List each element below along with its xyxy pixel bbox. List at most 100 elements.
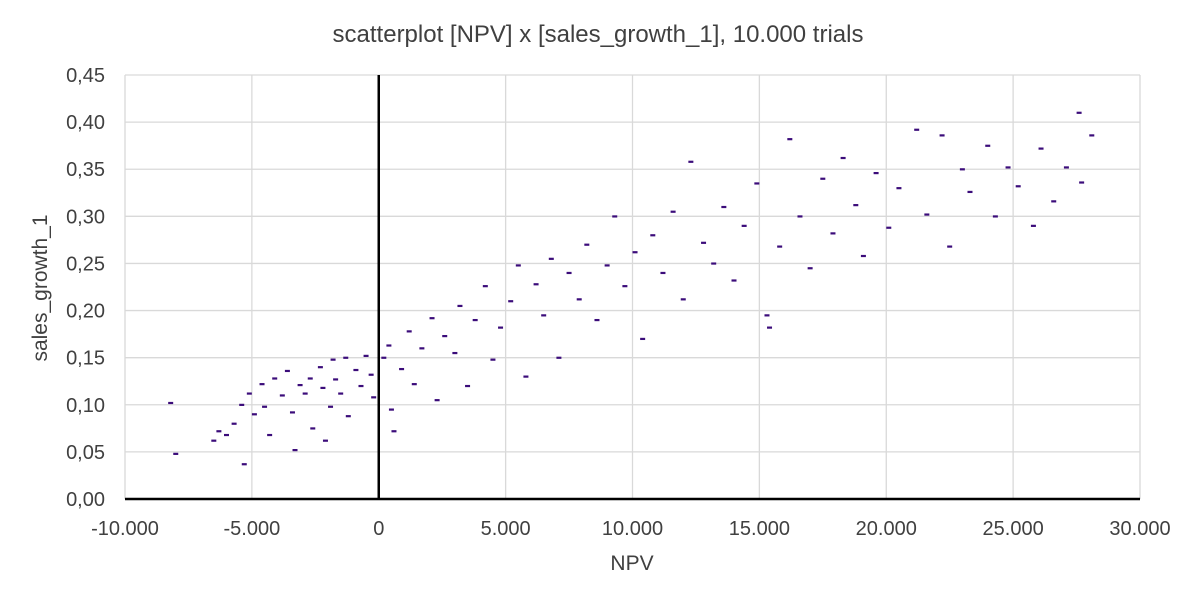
x-tick-label: -5.000 — [224, 518, 281, 540]
data-point — [224, 433, 229, 437]
x-tick-label: 15.000 — [729, 518, 790, 540]
data-point — [1089, 134, 1095, 137]
data-point — [284, 369, 290, 373]
data-point — [959, 168, 965, 171]
chart-title: scatterplot [NPV] x [sales_growth_1], 10… — [333, 21, 864, 48]
data-point — [330, 358, 336, 361]
data-point — [343, 356, 349, 359]
data-point — [1079, 181, 1085, 184]
data-point — [754, 182, 760, 185]
x-tick-label: 30.000 — [1109, 518, 1170, 540]
data-point — [358, 384, 364, 388]
data-point — [566, 271, 572, 275]
data-point — [701, 241, 707, 244]
data-point — [939, 134, 945, 137]
y-tick-label: 0,20 — [66, 301, 105, 323]
x-axis-title: NPV — [610, 552, 653, 575]
data-point — [297, 383, 303, 387]
data-point — [457, 304, 463, 308]
data-point — [860, 254, 866, 258]
axes — [125, 75, 1140, 501]
data-point — [465, 384, 471, 388]
x-tick-label: 20.000 — [856, 518, 917, 540]
data-point — [429, 317, 435, 320]
data-point — [840, 156, 846, 160]
data-point — [731, 279, 737, 282]
data-point — [650, 234, 656, 237]
data-point — [523, 375, 529, 378]
x-tick-label: 25.000 — [983, 518, 1044, 540]
data-point — [1063, 166, 1069, 169]
data-point — [399, 367, 405, 371]
data-point — [622, 285, 628, 288]
data-point — [967, 190, 973, 194]
data-point — [604, 264, 610, 267]
data-point — [302, 392, 308, 395]
data-point — [333, 378, 339, 381]
y-tick-label: 0,10 — [66, 395, 105, 417]
data-point — [853, 204, 859, 207]
data-point — [1038, 147, 1044, 150]
data-point — [168, 401, 174, 405]
y-tick-label: 0,30 — [66, 206, 105, 228]
data-point — [914, 128, 920, 131]
data-point — [797, 215, 803, 218]
x-tick-label: 0 — [373, 518, 384, 540]
data-point — [533, 283, 539, 286]
data-point — [391, 430, 397, 433]
data-point — [515, 264, 521, 267]
data-point — [787, 138, 793, 141]
x-tick-label: 10.000 — [602, 518, 663, 540]
y-tick-label: 0,25 — [66, 253, 105, 275]
y-axis-title: sales_growth_1 — [29, 214, 52, 361]
data-point — [498, 326, 504, 329]
data-point — [307, 377, 313, 380]
data-point — [660, 271, 666, 275]
data-point — [807, 267, 813, 270]
data-point — [239, 403, 245, 406]
data-point — [322, 439, 328, 442]
data-point — [640, 337, 646, 341]
y-tick-label: 0,35 — [66, 159, 105, 181]
data-point — [173, 452, 179, 455]
data-point — [711, 262, 717, 265]
data-point — [670, 210, 676, 213]
y-tick-label: 0,15 — [66, 348, 105, 370]
data-point — [548, 257, 554, 260]
data-point — [992, 215, 998, 218]
data-point — [279, 394, 285, 397]
data-point — [272, 377, 278, 380]
data-point — [947, 245, 953, 248]
data-point — [406, 330, 412, 333]
data-point — [368, 373, 374, 376]
data-point — [820, 177, 826, 180]
data-point — [371, 396, 377, 399]
data-points — [168, 111, 1095, 466]
data-point — [353, 368, 359, 372]
data-point — [381, 356, 387, 359]
data-point — [472, 318, 478, 322]
data-point — [338, 392, 344, 395]
data-point — [632, 251, 638, 254]
data-point — [1030, 224, 1036, 227]
data-point — [1015, 185, 1021, 188]
data-point — [1076, 111, 1082, 114]
data-point — [873, 171, 879, 175]
data-point — [490, 358, 496, 361]
data-point — [363, 354, 369, 357]
data-point — [231, 422, 237, 425]
data-point — [541, 314, 547, 317]
data-point — [419, 347, 425, 350]
data-point — [830, 232, 836, 235]
data-point — [345, 415, 351, 418]
data-point — [612, 215, 618, 218]
data-point — [584, 243, 590, 246]
data-point — [328, 405, 334, 408]
y-tick-label: 0,40 — [66, 112, 105, 134]
data-point — [777, 245, 783, 248]
gridlines — [124, 74, 1141, 499]
data-point — [1051, 200, 1057, 203]
data-point — [741, 224, 747, 227]
data-point — [262, 405, 268, 408]
